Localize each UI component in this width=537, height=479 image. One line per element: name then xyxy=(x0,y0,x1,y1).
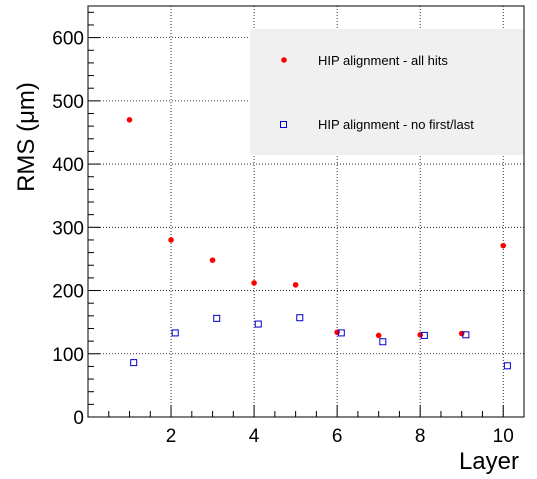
y-tick-label: 400 xyxy=(52,155,84,176)
legend-label-all-hits: HIP alignment - all hits xyxy=(318,53,448,68)
legend-label-no-first-last: HIP alignment - no first/last xyxy=(318,117,474,132)
point-all-hits xyxy=(500,242,507,249)
point-no-first-last xyxy=(254,320,262,328)
x-tick-label: 10 xyxy=(493,426,514,447)
point-all-hits xyxy=(209,257,216,263)
point-no-first-last xyxy=(420,331,428,339)
point-no-first-last xyxy=(503,362,511,370)
y-axis-title: RMS (μm) xyxy=(13,82,40,192)
y-tick-label: 0 xyxy=(73,408,84,429)
point-all-hits xyxy=(126,117,133,123)
point-all-hits xyxy=(292,282,299,288)
point-no-first-last xyxy=(462,331,470,339)
point-no-first-last xyxy=(130,359,138,367)
x-tick-label: 4 xyxy=(249,426,260,447)
y-tick-label: 600 xyxy=(52,29,84,50)
y-tick-label: 300 xyxy=(52,218,84,239)
legend-marker-all-hits xyxy=(281,57,287,63)
point-no-first-last xyxy=(213,314,221,322)
point-all-hits xyxy=(251,280,257,286)
point-no-first-last xyxy=(337,329,345,337)
legend-marker-no-first-last xyxy=(280,121,287,128)
point-all-hits xyxy=(168,237,174,243)
point-no-first-last xyxy=(379,338,387,346)
x-tick-label: 6 xyxy=(332,426,343,447)
x-tick-label: 2 xyxy=(166,426,177,447)
y-tick-label: 100 xyxy=(52,345,84,366)
data-points xyxy=(126,117,511,370)
point-all-hits xyxy=(375,332,382,339)
point-no-first-last xyxy=(296,314,304,322)
x-tick-label: 8 xyxy=(415,426,426,447)
point-no-first-last xyxy=(171,329,179,337)
y-tick-label: 200 xyxy=(52,282,84,303)
legend-box xyxy=(250,29,524,155)
legend: HIP alignment - all hits HIP alignment -… xyxy=(280,53,474,132)
plot-frame xyxy=(87,5,525,418)
x-axis-title: Layer xyxy=(459,448,519,475)
y-tick-label: 500 xyxy=(52,92,84,113)
